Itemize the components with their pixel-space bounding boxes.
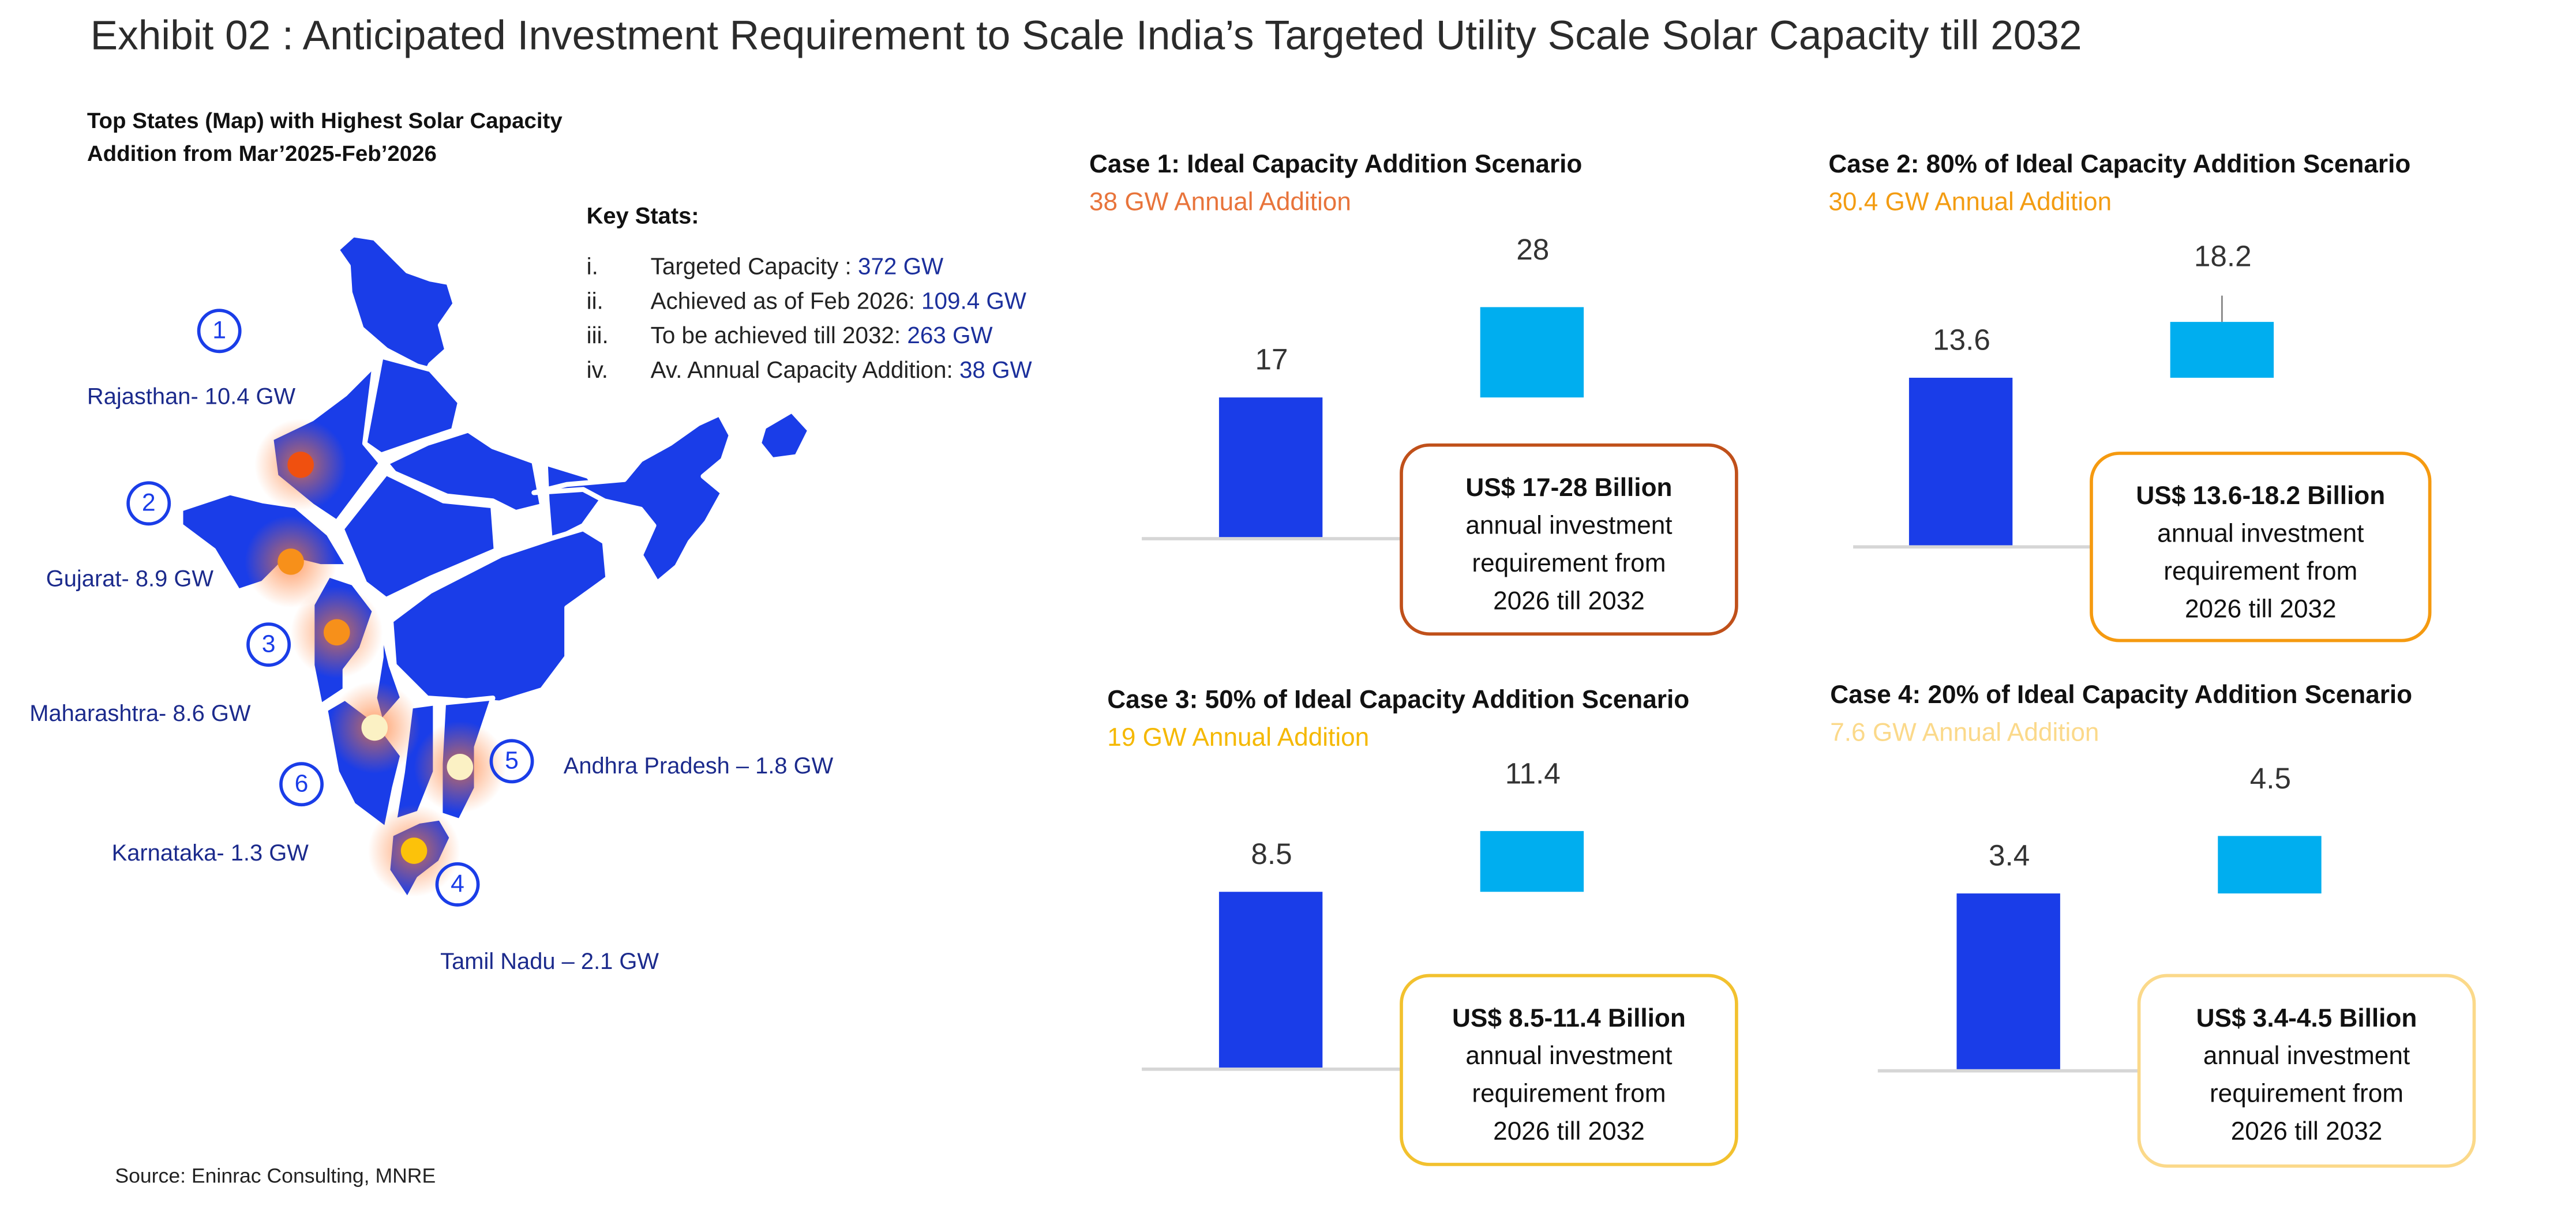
case-title: Case 1: Ideal Capacity Addition Scenario <box>1089 151 1583 179</box>
bar-high-increment <box>2218 835 2322 893</box>
case-title: Case 4: 20% of Ideal Capacity Addition S… <box>1830 681 2413 710</box>
map-region-northeast <box>531 411 734 586</box>
state-marker-dot <box>323 619 350 646</box>
key-stat-label: Achieved as of Feb 2026: <box>650 289 922 315</box>
value-label-high: 4.5 <box>2249 761 2292 795</box>
key-stat-number: i. <box>586 254 598 281</box>
state-label: Maharashtra- 8.6 GW <box>29 700 251 726</box>
state-number-badge: 2 <box>126 481 171 526</box>
case-subtitle: 30.4 GW Annual Addition <box>1828 189 2112 217</box>
value-label-high: 18.2 <box>2193 239 2252 272</box>
state-marker-dot <box>361 714 388 741</box>
map-subtitle: Top States (Map) with Highest Solar Capa… <box>87 105 563 171</box>
map-subtitle-line2: Addition from Mar’2025-Feb’2026 <box>87 141 437 166</box>
state-marker-dot <box>447 754 474 780</box>
investment-callout-box: US$ 3.4-4.5 Billion annual investment requ… <box>2137 974 2476 1168</box>
case-subtitle: 7.6 GW Annual Addition <box>1830 719 2099 747</box>
callout-text-line: annual investment <box>2203 1043 2410 1071</box>
bar-high-increment <box>1480 831 1584 892</box>
state-number-badge: 4 <box>435 862 480 907</box>
state-number-badge: 1 <box>197 309 242 354</box>
key-stat-item: iii. To be achieved till 2032: 263 GW <box>587 324 993 350</box>
state-number-badge: 3 <box>246 622 291 667</box>
map-subtitle-line1: Top States (Map) with Highest Solar Capa… <box>87 108 563 133</box>
callout-title: US$ 8.5-11.4 Billion <box>1452 1005 1686 1034</box>
key-stats-heading: Key Stats: <box>586 202 699 228</box>
case-title: Case 2: 80% of Ideal Capacity Addition S… <box>1828 151 2411 179</box>
case-subtitle: 38 GW Annual Addition <box>1089 189 1351 217</box>
callout-title: US$ 17-28 Billion <box>1465 474 1673 503</box>
map-region-mp <box>339 470 499 602</box>
page-title: Exhibit 02 : Anticipated Investment Requ… <box>90 13 2082 59</box>
investment-callout-box: US$ 13.6-18.2 Billion annual investment re… <box>2090 452 2432 643</box>
key-stat-number: ii. <box>586 289 603 315</box>
investment-callout-box: US$ 17-28 Billion annual investment requir… <box>1400 443 1738 636</box>
leader-line <box>2221 295 2223 322</box>
callout-text-line: requirement from <box>2209 1080 2404 1109</box>
key-stat-value: 38 GW <box>959 358 1032 385</box>
key-stat-label: Targeted Capacity : <box>650 254 858 281</box>
state-label: Tamil Nadu – 2.1 GW <box>440 948 659 974</box>
bar-low <box>1218 891 1323 1068</box>
value-label-low: 17 <box>1255 343 1288 377</box>
bar-low <box>1956 892 2060 1069</box>
key-stat-item: i. Targeted Capacity : 372 GW <box>587 254 944 281</box>
callout-title: US$ 13.6-18.2 Billion <box>2136 483 2386 511</box>
state-label: Rajasthan- 10.4 GW <box>87 382 296 409</box>
callout-text-line: requirement from <box>2163 558 2358 587</box>
callout-text-line: annual investment <box>2157 520 2364 549</box>
source-note: Source: Eninrac Consulting, MNRE <box>115 1164 436 1188</box>
india-map <box>178 232 813 903</box>
state-label: Andhra Pradesh – 1.8 GW <box>563 752 834 779</box>
value-label-low: 8.5 <box>1251 837 1292 870</box>
value-label-low: 13.6 <box>1933 324 1990 357</box>
callout-text-line: 2026 till 2032 <box>1493 588 1645 616</box>
callout-text-line: requirement from <box>1472 550 1666 578</box>
callout-text-line: 2026 till 2032 <box>2230 1118 2383 1147</box>
state-label: Karnataka- 1.3 GW <box>111 839 309 866</box>
case-subtitle: 19 GW Annual Addition <box>1107 724 1370 753</box>
value-label-low: 3.4 <box>1988 838 2030 871</box>
callout-text-line: 2026 till 2032 <box>1493 1118 1645 1147</box>
map-region-up <box>383 427 545 515</box>
key-stat-label: Av. Annual Capacity Addition: <box>650 358 959 385</box>
case-title: Case 3: 50% of Ideal Capacity Addition S… <box>1107 686 1690 715</box>
key-stat-item: iv. Av. Annual Capacity Addition: 38 GW <box>587 358 1032 385</box>
key-stat-number: iii. <box>586 323 609 350</box>
bar-low <box>1218 397 1323 538</box>
value-label-high: 11.4 <box>1505 757 1561 791</box>
key-stat-item: ii. Achieved as of Feb 2026: 109.4 GW <box>587 289 1026 315</box>
callout-text-line: annual investment <box>1465 1043 1673 1071</box>
bar-high-increment <box>1480 307 1584 398</box>
baseline <box>1877 1069 2169 1072</box>
bar-low <box>1908 378 2013 546</box>
investment-callout-box: US$ 8.5-11.4 Billion annual investment req… <box>1400 974 1738 1166</box>
callout-text-line: annual investment <box>1465 512 1673 540</box>
callout-text-line: requirement from <box>1472 1080 1666 1109</box>
map-region-northeast2 <box>756 408 813 463</box>
state-marker-dot <box>400 837 428 864</box>
map-region-east <box>388 526 610 706</box>
callout-text-line: 2026 till 2032 <box>2184 596 2337 625</box>
key-stat-value: 263 GW <box>907 323 993 350</box>
state-number-badge: 5 <box>489 739 534 784</box>
value-label-high: 28 <box>1516 233 1550 266</box>
key-stat-value: 109.4 GW <box>921 289 1026 315</box>
bar-high-increment <box>2170 321 2274 378</box>
state-label: Gujarat- 8.9 GW <box>46 565 213 592</box>
key-stat-value: 372 GW <box>857 254 944 281</box>
callout-title: US$ 3.4-4.5 Billion <box>2196 1005 2417 1034</box>
state-marker-dot <box>278 548 304 575</box>
key-stat-number: iv. <box>586 358 609 385</box>
key-stat-label: To be achieved till 2032: <box>650 323 908 350</box>
map-region-north <box>334 232 458 374</box>
baseline <box>1853 545 2166 548</box>
state-number-badge: 6 <box>279 762 324 807</box>
state-marker-dot <box>287 452 314 478</box>
